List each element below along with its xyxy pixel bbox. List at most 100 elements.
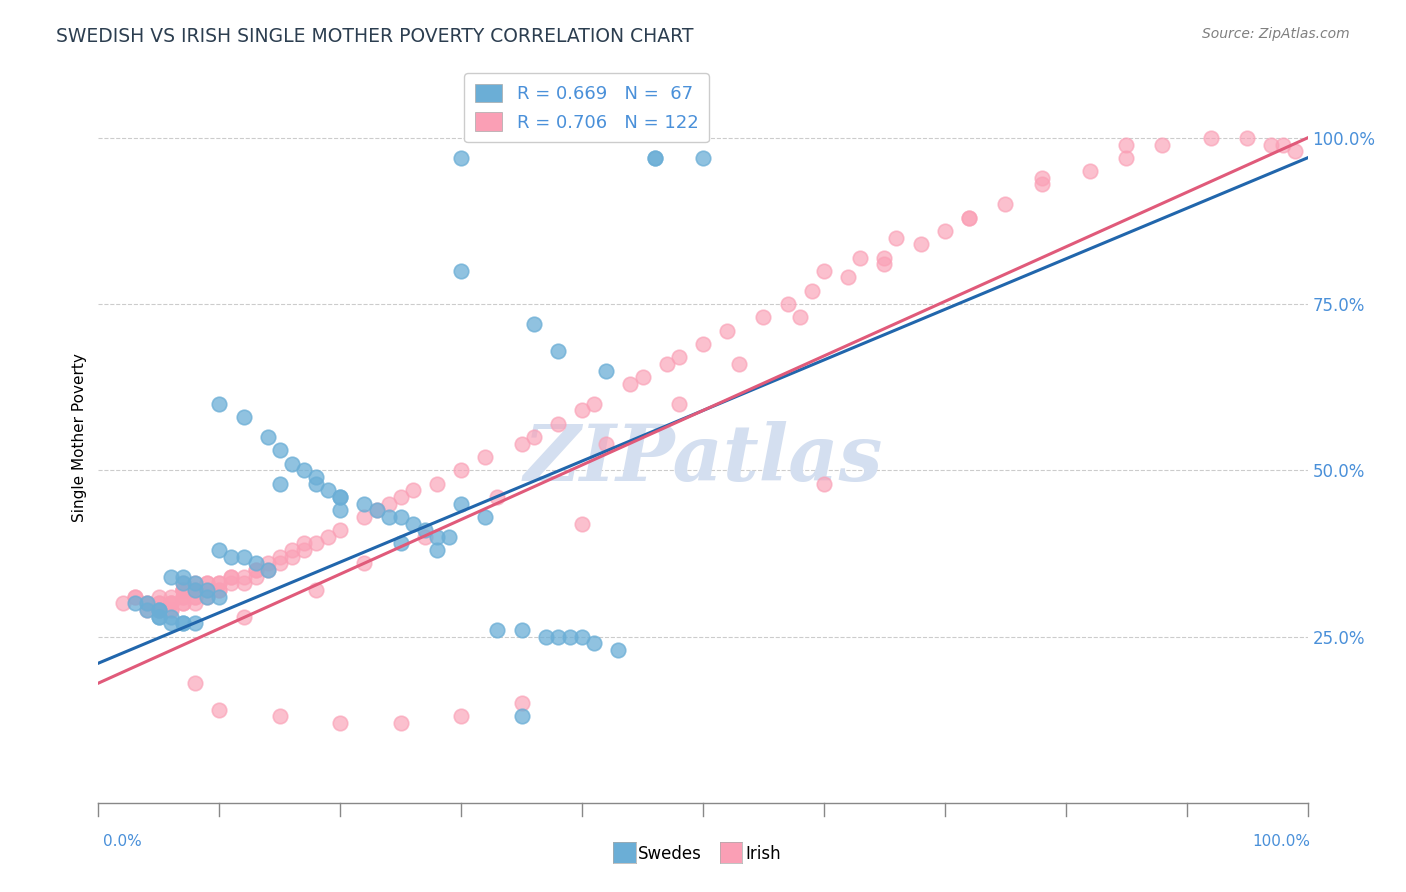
Point [148, 596, 170, 610]
Point [1031, 170, 1053, 185]
Point [172, 590, 194, 604]
Point [184, 582, 207, 597]
Point [752, 310, 775, 325]
Point [195, 576, 218, 591]
Point [221, 549, 243, 564]
Point [124, 590, 146, 604]
Point [172, 590, 194, 604]
Point [172, 616, 194, 631]
Point [184, 616, 207, 631]
Point [426, 543, 449, 558]
Point [305, 536, 328, 550]
Point [873, 251, 896, 265]
Point [547, 630, 569, 644]
Point [389, 509, 412, 524]
Point [269, 549, 291, 564]
Point [245, 563, 267, 577]
Point [366, 503, 388, 517]
Point [450, 463, 472, 477]
Point [148, 596, 170, 610]
Point [547, 343, 569, 358]
Point [1152, 137, 1174, 152]
Point [523, 317, 546, 331]
Point [813, 264, 835, 278]
Text: Source: ZipAtlas.com: Source: ZipAtlas.com [1202, 27, 1350, 41]
Y-axis label: Single Mother Poverty: Single Mother Poverty [72, 352, 87, 522]
Point [547, 417, 569, 431]
Point [281, 457, 304, 471]
Point [232, 410, 254, 425]
Point [172, 582, 194, 597]
Point [172, 596, 194, 610]
Point [269, 557, 291, 571]
Point [668, 397, 690, 411]
Point [245, 557, 267, 571]
Point [353, 509, 375, 524]
Point [873, 257, 896, 271]
Point [172, 582, 194, 597]
Point [148, 603, 170, 617]
Point [813, 476, 835, 491]
Text: 0.0%: 0.0% [103, 834, 142, 849]
Point [510, 623, 533, 637]
Point [558, 630, 581, 644]
Point [402, 516, 425, 531]
Point [172, 570, 194, 584]
Point [208, 582, 231, 597]
Point [208, 576, 231, 591]
Point [232, 609, 254, 624]
Point [148, 603, 170, 617]
Point [644, 151, 666, 165]
Point [256, 563, 278, 577]
Point [389, 490, 412, 504]
Point [221, 576, 243, 591]
Point [474, 450, 496, 464]
Point [184, 576, 207, 591]
Point [957, 211, 980, 225]
Point [148, 603, 170, 617]
Point [184, 676, 207, 690]
Point [184, 582, 207, 597]
Point [316, 483, 339, 498]
Point [292, 463, 315, 477]
Point [135, 596, 157, 610]
Point [208, 582, 231, 597]
Point [208, 703, 231, 717]
Point [329, 490, 352, 504]
Point [1236, 131, 1258, 145]
Point [377, 497, 399, 511]
Point [305, 476, 328, 491]
Point [607, 643, 630, 657]
Point [523, 430, 546, 444]
Point [208, 543, 231, 558]
Point [619, 376, 641, 391]
Point [692, 151, 714, 165]
Point [256, 557, 278, 571]
Point [184, 590, 207, 604]
Point [510, 696, 533, 710]
Point [184, 590, 207, 604]
Point [124, 596, 146, 610]
Point [583, 397, 606, 411]
Point [172, 576, 194, 591]
Point [934, 224, 956, 238]
Point [668, 351, 690, 365]
Point [510, 709, 533, 723]
Point [269, 443, 291, 458]
Point [135, 596, 157, 610]
Point [195, 590, 218, 604]
Point [148, 609, 170, 624]
Point [256, 430, 278, 444]
Point [208, 576, 231, 591]
Point [221, 570, 243, 584]
Point [450, 151, 472, 165]
Point [172, 582, 194, 597]
Point [208, 590, 231, 604]
Point [1284, 144, 1306, 158]
Point [849, 251, 872, 265]
Point [160, 596, 183, 610]
Point [957, 211, 980, 225]
Point [776, 297, 799, 311]
Point [172, 576, 194, 591]
Text: 100.0%: 100.0% [1253, 834, 1310, 849]
